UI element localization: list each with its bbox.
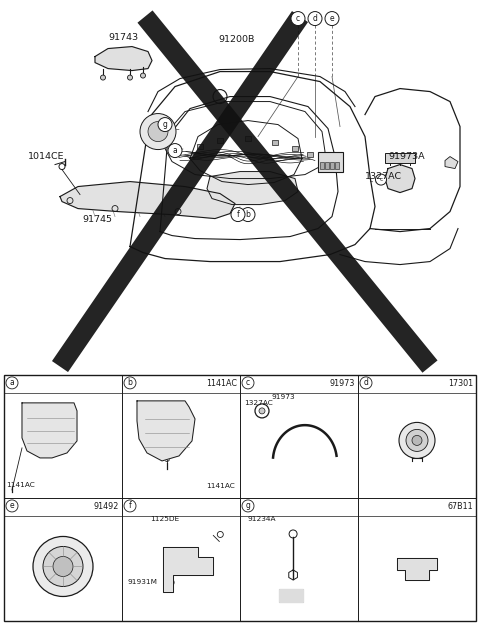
Polygon shape — [95, 47, 152, 71]
Text: e: e — [330, 14, 334, 23]
Text: 1141AC: 1141AC — [206, 483, 235, 489]
Text: 91973: 91973 — [272, 394, 296, 400]
Circle shape — [100, 75, 106, 80]
Circle shape — [6, 500, 18, 512]
Text: 91200B: 91200B — [218, 34, 254, 44]
Circle shape — [360, 377, 372, 389]
Polygon shape — [207, 171, 298, 204]
Text: 1125DE: 1125DE — [150, 516, 179, 522]
Circle shape — [259, 408, 265, 414]
Circle shape — [158, 118, 172, 131]
Text: 91743: 91743 — [108, 32, 138, 41]
Circle shape — [148, 121, 168, 141]
Text: g: g — [246, 501, 251, 511]
Bar — [197, 144, 203, 149]
Text: d: d — [312, 14, 317, 23]
Text: 91973: 91973 — [330, 379, 355, 388]
Circle shape — [399, 422, 435, 458]
Text: 1141AC: 1141AC — [206, 379, 237, 388]
Circle shape — [43, 546, 83, 586]
Text: e: e — [10, 501, 14, 511]
Text: g: g — [163, 120, 168, 129]
Bar — [292, 146, 298, 151]
Text: 1327AC: 1327AC — [365, 171, 402, 181]
Circle shape — [375, 174, 386, 185]
Circle shape — [141, 73, 145, 78]
Text: c: c — [246, 378, 250, 388]
Circle shape — [124, 377, 136, 389]
Bar — [330, 161, 334, 169]
Circle shape — [231, 208, 245, 221]
Bar — [325, 161, 329, 169]
Circle shape — [128, 75, 132, 80]
Text: 1327AC: 1327AC — [244, 400, 273, 406]
Text: b: b — [128, 378, 132, 388]
Circle shape — [241, 208, 255, 221]
Circle shape — [33, 536, 93, 596]
Text: 91973A: 91973A — [388, 151, 425, 161]
Text: d: d — [363, 378, 369, 388]
Polygon shape — [385, 164, 415, 192]
Polygon shape — [445, 156, 458, 169]
Text: b: b — [246, 210, 251, 219]
Circle shape — [53, 556, 73, 576]
Text: 1141AC: 1141AC — [6, 482, 35, 488]
Circle shape — [242, 377, 254, 389]
Bar — [318, 151, 343, 171]
Circle shape — [291, 11, 305, 26]
Text: c: c — [379, 177, 383, 182]
Bar — [272, 140, 278, 145]
Text: 91234A: 91234A — [248, 516, 276, 522]
Circle shape — [168, 144, 182, 158]
Bar — [245, 136, 251, 141]
Text: a: a — [173, 146, 178, 155]
Circle shape — [242, 500, 254, 512]
Text: a: a — [10, 378, 14, 388]
Text: f: f — [129, 501, 132, 511]
Circle shape — [308, 11, 322, 26]
Text: 17301: 17301 — [448, 379, 473, 388]
Bar — [217, 138, 223, 143]
Bar — [320, 161, 324, 169]
Circle shape — [406, 429, 428, 451]
Text: c: c — [296, 14, 300, 23]
Text: 1014CE: 1014CE — [28, 151, 64, 161]
Circle shape — [140, 114, 176, 149]
Text: f: f — [237, 210, 240, 219]
Circle shape — [124, 500, 136, 512]
Text: 91931M: 91931M — [127, 579, 157, 585]
Polygon shape — [279, 589, 303, 602]
Polygon shape — [137, 401, 195, 461]
Text: 67B11: 67B11 — [447, 502, 473, 511]
Circle shape — [6, 377, 18, 389]
Text: 91745: 91745 — [82, 214, 112, 224]
Circle shape — [325, 11, 339, 26]
Bar — [335, 161, 339, 169]
Bar — [307, 152, 313, 157]
Bar — [385, 152, 415, 162]
Polygon shape — [60, 181, 235, 219]
Text: 91492: 91492 — [94, 502, 119, 511]
Circle shape — [412, 436, 422, 446]
Polygon shape — [397, 559, 437, 581]
Polygon shape — [22, 403, 77, 458]
Polygon shape — [163, 548, 213, 592]
